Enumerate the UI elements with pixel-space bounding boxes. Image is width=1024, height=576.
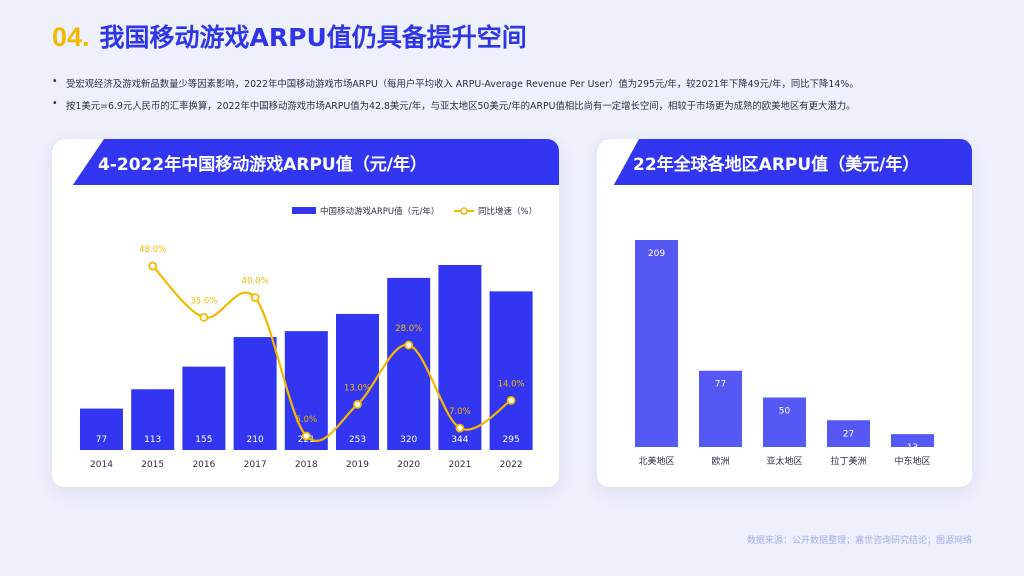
growth-point — [404, 340, 414, 350]
x-tick-label: 欧洲 — [711, 455, 729, 467]
growth-point — [148, 261, 158, 271]
bar-value-label: 27 — [843, 429, 854, 439]
bar — [635, 240, 678, 447]
legend-bar-swatch — [292, 207, 316, 214]
section-title: 我国移动游戏ARPU值仍具备提升空间 — [99, 23, 527, 52]
bar-value-label: 155 — [195, 435, 212, 445]
card-heading: 22年全球各地区ARPU值（美元/年） — [633, 155, 920, 175]
bar-value-label: 344 — [451, 435, 468, 445]
data-source: 数据来源：公开数据整理；嘉世咨询研究结论；图源网络 — [746, 536, 972, 546]
bar — [699, 370, 742, 447]
legend-line-marker — [460, 207, 468, 215]
growth-label: 35.0% — [190, 296, 217, 306]
bullet-item: 受宏观经济及游戏新品数量少等因素影响，2022年中国移动游戏市场ARPU（每用户… — [52, 76, 996, 90]
growth-label: 48.0% — [139, 245, 166, 255]
bar — [80, 408, 123, 450]
growth-label: 13.0% — [344, 383, 371, 393]
growth-label: 28.0% — [395, 324, 422, 334]
growth-point — [301, 431, 311, 441]
x-tick-label: 拉丁美洲 — [830, 455, 866, 467]
bar — [336, 313, 379, 450]
page-title: 04. 我国移动游戏ARPU值仍具备提升空间 — [52, 18, 527, 54]
x-tick-label: 2018 — [295, 460, 318, 470]
bar-value-label: 320 — [400, 435, 417, 445]
global-arpu-card: 22年全球各地区ARPU值（美元/年） 209 北美地区 77 欧洲 50 亚太地区 27 拉… — [597, 139, 972, 487]
bar — [182, 366, 226, 450]
growth-line — [151, 265, 512, 443]
bar-value-label: 50 — [779, 406, 791, 416]
x-tick-label: 2022 — [500, 460, 523, 470]
china-arpu-card: 4-2022年中国移动游戏ARPU值（元/年） 中国移动游戏ARPU值（元/年）… — [52, 139, 559, 487]
legend-line-label: 同比增速（%） — [478, 206, 537, 217]
x-tick-label: 中东地区 — [894, 455, 930, 467]
section-number: 04. — [52, 22, 90, 52]
growth-label: 40.0% — [242, 277, 269, 287]
growth-point — [506, 396, 516, 405]
bar-value-label: 295 — [503, 435, 520, 445]
growth-label: 7.0% — [449, 407, 471, 417]
growth-point — [353, 399, 362, 409]
china-arpu-chart: 中国移动游戏ARPU值（元/年） 同比增速（%） 77 2014 113 2015 155 2… — [80, 206, 537, 470]
bar — [284, 331, 328, 450]
x-tick-label: 2020 — [397, 460, 420, 470]
bar — [131, 389, 175, 450]
card-heading: 4-2022年中国移动游戏ARPU值（元/年） — [98, 155, 427, 175]
bar — [438, 265, 482, 450]
x-tick-label: 亚太地区 — [766, 455, 802, 467]
bar-value-label: 113 — [144, 435, 161, 445]
bar — [387, 277, 431, 450]
bullet-item: 按1美元=6.9元人民币的汇率换算，2022年中国移动游戏市场ARPU值为42.… — [52, 98, 996, 112]
bullet-list: 受宏观经济及游戏新品数量少等因素影响，2022年中国移动游戏市场ARPU（每用户… — [52, 76, 996, 120]
bar — [233, 337, 277, 450]
bar — [891, 434, 934, 447]
growth-point — [199, 312, 209, 322]
x-tick-label: 2019 — [346, 460, 369, 470]
card-header: 22年全球各地区ARPU值（美元/年） — [597, 139, 972, 185]
bar-value-label: 13 — [907, 443, 918, 453]
x-tick-label: 2017 — [244, 460, 267, 470]
bar-value-label: 210 — [247, 435, 264, 445]
growth-label: 5.0% — [295, 415, 317, 425]
x-tick-label: 2014 — [90, 460, 113, 470]
growth-point — [250, 293, 260, 303]
bar — [763, 397, 806, 447]
bar-value-label: 253 — [349, 435, 366, 445]
bar-value-label: 209 — [648, 249, 665, 259]
global-arpu-chart: 209 北美地区 77 欧洲 50 亚太地区 27 拉丁美洲 13 中东地区 — [635, 240, 934, 467]
bar — [489, 291, 533, 450]
legend-bar-label: 中国移动游戏ARPU值（元/年） — [320, 206, 439, 217]
bar-value-label: 77 — [96, 435, 107, 445]
growth-point — [455, 423, 465, 433]
bar — [827, 420, 870, 447]
card-header: 4-2022年中国移动游戏ARPU值（元/年） — [52, 139, 559, 185]
x-tick-label: 2021 — [448, 460, 471, 470]
growth-label: 14.0% — [498, 379, 525, 389]
x-tick-label: 2016 — [192, 460, 215, 470]
x-tick-label: 北美地区 — [638, 455, 674, 467]
bar-value-label: 77 — [715, 380, 726, 390]
x-tick-label: 2015 — [141, 460, 164, 470]
